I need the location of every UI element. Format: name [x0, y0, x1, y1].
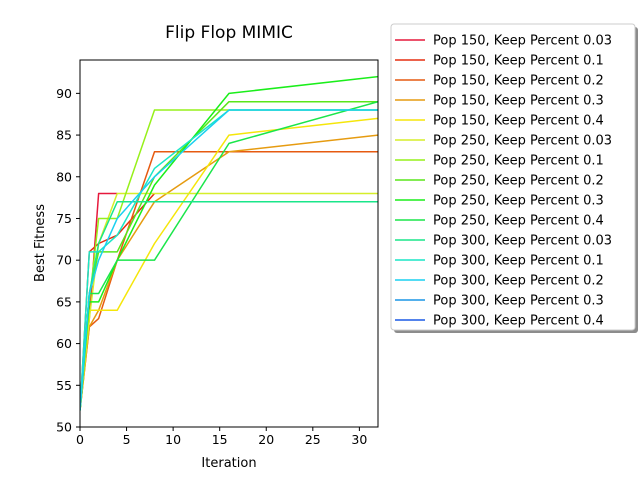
legend-entry: Pop 250, Keep Percent 0.2	[433, 174, 604, 189]
x-axis-label: Iteration	[201, 456, 256, 471]
y-tick-label: 60	[56, 336, 72, 351]
y-tick-label: 85	[56, 128, 72, 143]
y-tick-label: 55	[56, 378, 72, 393]
axes-frame	[79, 59, 379, 428]
legend-entry: Pop 250, Keep Percent 0.03	[433, 134, 612, 149]
legend-entry: Pop 300, Keep Percent 0.2	[433, 274, 604, 289]
y-axis: 50 55 60 65 70 75 80 85 90	[56, 86, 80, 435]
x-tick-label: 15	[212, 432, 228, 447]
series-line-8	[80, 75, 378, 411]
x-tick-label: 5	[123, 432, 131, 447]
y-axis-label: Best Fitness	[33, 204, 48, 282]
legend-entry: Pop 150, Keep Percent 0.03	[433, 34, 612, 49]
legend-entry: Pop 150, Keep Percent 0.3	[433, 94, 604, 109]
x-tick-label: 30	[351, 432, 367, 447]
x-axis: 0 5 10 15 20 25 30	[76, 427, 367, 447]
x-tick-label: 25	[305, 432, 321, 447]
y-tick-label: 65	[56, 294, 72, 309]
legend-entry: Pop 300, Keep Percent 0.4	[433, 314, 604, 329]
legend-entry: Pop 150, Keep Percent 0.1	[433, 54, 604, 69]
series-line-10	[80, 201, 378, 411]
y-tick-label: 70	[56, 253, 72, 268]
y-tick-label: 90	[56, 86, 72, 101]
legend-box	[390, 23, 636, 331]
series-line-12	[80, 109, 378, 411]
y-tick-label: 50	[56, 420, 72, 435]
chart-title: Flip Flop MIMIC	[165, 23, 293, 43]
y-tick-label: 80	[56, 169, 72, 184]
series-line-7	[80, 100, 378, 411]
legend: Pop 150, Keep Percent 0.03 Pop 150, Keep …	[390, 23, 638, 333]
series-line-3	[80, 134, 378, 411]
x-tick-label: 10	[165, 432, 181, 447]
series-line-5	[80, 192, 378, 411]
legend-entry: Pop 250, Keep Percent 0.1	[433, 154, 604, 169]
x-tick-label: 20	[258, 432, 274, 447]
legend-entry: Pop 300, Keep Percent 0.03	[433, 234, 612, 249]
legend-entry: Pop 250, Keep Percent 0.4	[433, 214, 604, 229]
series-line-4	[80, 117, 378, 411]
legend-entry: Pop 250, Keep Percent 0.3	[433, 194, 604, 209]
y-tick-label: 75	[56, 211, 72, 226]
series-layer	[80, 75, 378, 411]
series-line-9	[80, 100, 378, 411]
legend-entry: Pop 150, Keep Percent 0.4	[433, 114, 604, 129]
x-tick-label: 0	[76, 432, 84, 447]
legend-entry: Pop 300, Keep Percent 0.1	[433, 254, 604, 269]
series-line-2	[80, 151, 378, 411]
legend-entry: Pop 150, Keep Percent 0.2	[433, 74, 604, 89]
legend-entry: Pop 300, Keep Percent 0.3	[433, 294, 604, 309]
